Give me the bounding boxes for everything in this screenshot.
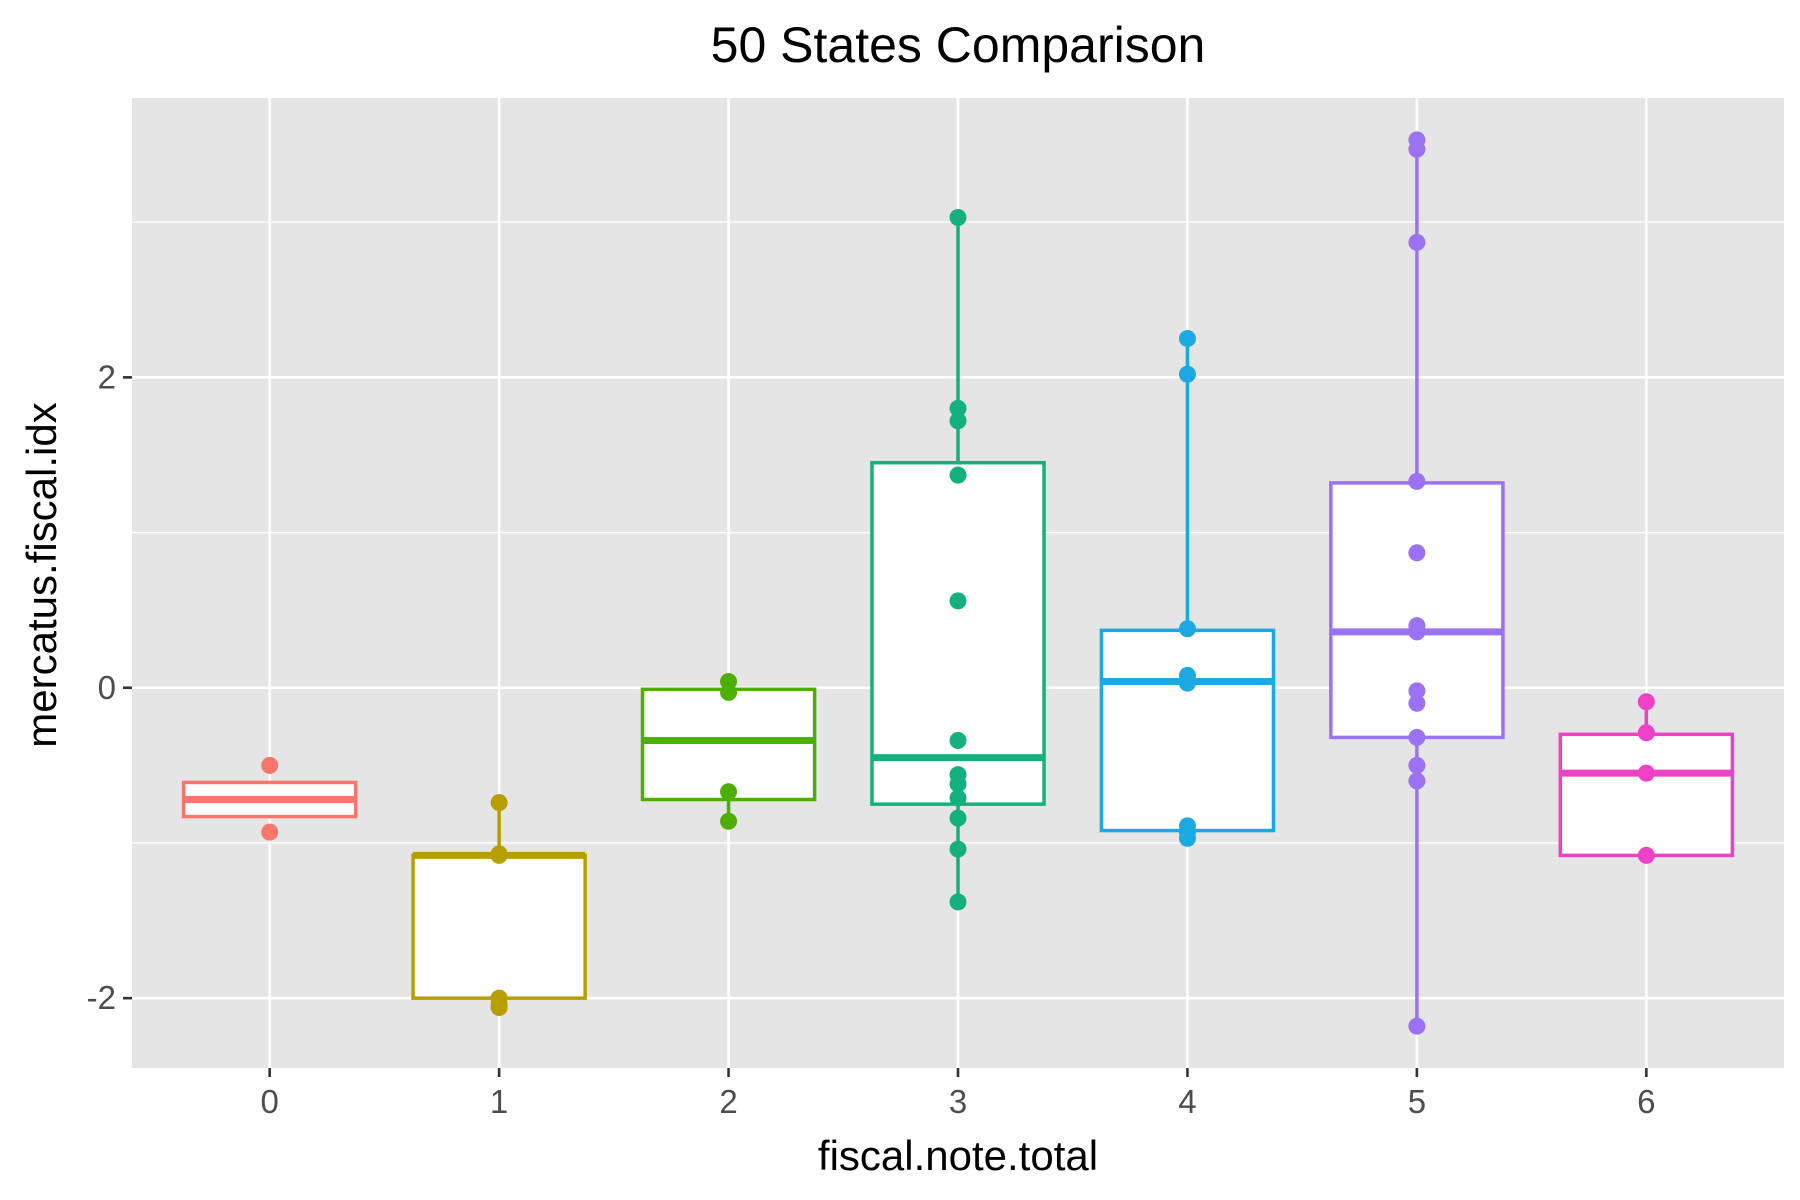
data-point: [1408, 772, 1426, 790]
data-point: [1408, 756, 1426, 774]
data-point: [1637, 764, 1655, 782]
data-point: [720, 683, 738, 701]
x-tick-label: 4: [1178, 1083, 1196, 1120]
y-axis-title: mercatus.fiscal.idx: [18, 402, 65, 747]
data-point: [949, 775, 967, 793]
data-point: [490, 998, 508, 1016]
y-tick-label: -2: [87, 979, 116, 1016]
box-iqr: [640, 687, 817, 802]
data-point: [949, 466, 967, 484]
x-tick-label: 0: [260, 1083, 278, 1120]
data-point: [1178, 365, 1196, 383]
data-point: [1178, 829, 1196, 847]
data-point: [1178, 620, 1196, 638]
box-group-6: [1558, 693, 1735, 864]
data-point: [949, 789, 967, 807]
data-point: [949, 809, 967, 827]
data-point: [1637, 693, 1655, 711]
x-tick-label: 6: [1637, 1083, 1655, 1120]
data-point: [949, 209, 967, 227]
x-tick-label: 3: [949, 1083, 967, 1120]
y-tick-label: 2: [98, 358, 116, 395]
data-point: [261, 823, 279, 841]
plot-panel: [132, 98, 1784, 1068]
data-point: [949, 840, 967, 858]
box-iqr: [870, 460, 1046, 806]
x-tick-label: 2: [719, 1083, 737, 1120]
box-group-1: [411, 794, 587, 1016]
data-point: [1408, 728, 1426, 746]
data-point: [949, 592, 967, 610]
data-point: [1178, 674, 1196, 692]
data-point: [490, 794, 508, 812]
data-point: [1637, 724, 1655, 742]
data-point: [490, 845, 508, 863]
data-point: [949, 399, 967, 417]
x-tick-label: 5: [1408, 1083, 1426, 1120]
x-tick-label: 1: [490, 1083, 508, 1120]
box-group-3: [870, 209, 1046, 911]
data-point: [1637, 846, 1655, 864]
box-group-0: [181, 756, 358, 841]
y-tick-label: 0: [98, 669, 116, 706]
box-group-4: [1099, 330, 1276, 847]
data-point: [720, 783, 738, 801]
data-point: [1408, 682, 1426, 700]
data-point: [949, 412, 967, 430]
box-iqr: [411, 853, 587, 1000]
data-point: [1408, 472, 1426, 490]
data-point: [261, 756, 279, 774]
data-point: [720, 812, 738, 830]
data-point: [1408, 544, 1426, 562]
data-point: [949, 893, 967, 911]
data-point: [1408, 694, 1426, 712]
box-iqr: [1099, 628, 1276, 833]
data-point: [1178, 330, 1196, 348]
box-group-2: [640, 673, 817, 830]
box-group-5: [1329, 131, 1505, 1035]
data-point: [1408, 233, 1426, 251]
data-point: [1408, 140, 1426, 158]
data-point: [1408, 623, 1426, 641]
chart-title: 50 States Comparison: [711, 17, 1206, 73]
box-iqr: [1558, 732, 1735, 858]
data-point: [1408, 1017, 1426, 1035]
x-axis-title: fiscal.note.total: [818, 1132, 1098, 1179]
data-point: [949, 732, 967, 750]
